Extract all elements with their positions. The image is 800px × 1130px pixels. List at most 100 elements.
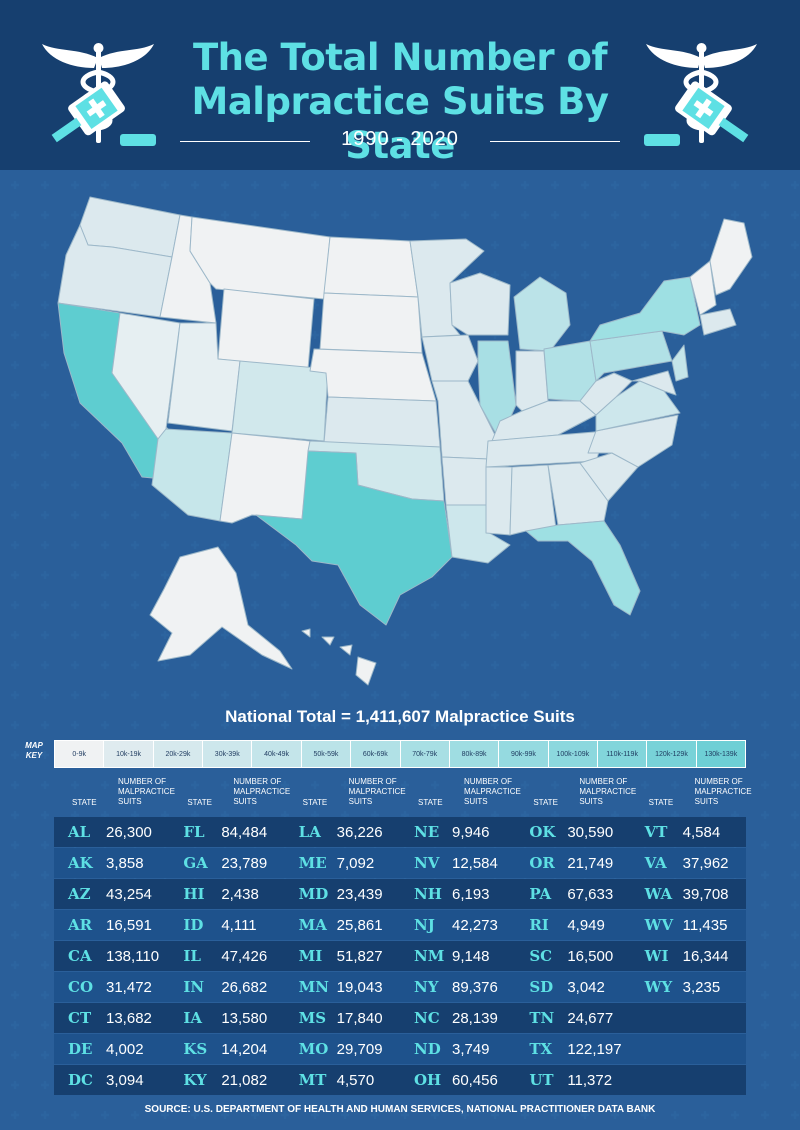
state-abbreviation: WA — [644, 885, 673, 903]
state-cell: ND 3,749 — [400, 1034, 515, 1064]
suit-count: 23,789 — [221, 855, 268, 872]
state-al — [509, 464, 557, 536]
state-abbreviation: CO — [68, 978, 94, 996]
table-row: AK 3,858 GA 23,789 ME 7,092 NV 12,584 OR 21,749 VA… — [54, 848, 746, 878]
suit-count: 24,677 — [567, 1010, 614, 1027]
state-cell: AR 16,591 — [54, 910, 169, 940]
suit-count: 16,500 — [567, 948, 614, 965]
suit-count: 3,094 — [106, 1072, 144, 1089]
table-row: AR 16,591 ID 4,111 MA 25,861 NJ 42,273 RI 4,949 WV… — [54, 910, 746, 940]
state-abbreviation: HI — [183, 885, 205, 903]
table-row: DE 4,002 KS 14,204 MO 29,709 ND 3,749 TX 122,197 — [54, 1034, 746, 1064]
state-abbreviation: AK — [68, 854, 93, 872]
state-cell: NJ 42,273 — [400, 910, 515, 940]
state-vt-nh — [689, 260, 717, 316]
state-cell: AZ 43,254 — [54, 879, 169, 909]
state-abbreviation: OH — [413, 1071, 442, 1089]
state-nm — [219, 432, 311, 524]
state-cell: CA 138,110 — [54, 941, 169, 971]
suit-count: 13,682 — [106, 1010, 152, 1027]
state-hi — [301, 628, 377, 686]
state-ga — [547, 462, 609, 526]
suit-count: 47,426 — [221, 948, 268, 965]
state-cell — [631, 1003, 746, 1033]
map-key-bin: 100k-109k — [548, 741, 598, 767]
state-abbreviation: AZ — [68, 885, 91, 903]
table-row: DC 3,094 KY 21,082 MT 4,570 OH 60,456 UT 11,372 — [54, 1065, 746, 1095]
state-cell: TX 122,197 — [515, 1034, 630, 1064]
state-abbreviation: UT — [529, 1071, 554, 1089]
map-key-bin: 60k-69k — [351, 741, 401, 767]
state-abbreviation: PA — [529, 885, 552, 903]
state-cell: WA 39,708 — [631, 879, 746, 909]
page-title-line2: Malpractice Suits By State — [191, 80, 609, 167]
suit-count: 11,435 — [682, 917, 728, 934]
count-header: NUMBER OF MALPRACTICE SUITS — [118, 777, 175, 806]
header-banner: The Total Number of Malpractice Suits By… — [0, 0, 800, 170]
state-fl — [525, 520, 641, 616]
suit-count: 2,438 — [221, 886, 259, 903]
year-range-label: 1990 - 2020 — [341, 128, 459, 150]
state-cell: AL 26,300 — [54, 817, 169, 847]
map-key-bin: 90k-99k — [499, 741, 549, 767]
state-abbreviation: IL — [183, 947, 201, 965]
state-abbreviation: AR — [68, 916, 93, 934]
state-ak — [149, 546, 293, 670]
state-header: STATE — [533, 798, 558, 807]
state-cell: IN 26,682 — [169, 972, 284, 1002]
national-total: National Total = 1,411,607 Malpractice S… — [225, 707, 575, 726]
state-abbreviation: IA — [183, 1009, 202, 1027]
map-key-bin: 30k-39k — [203, 741, 253, 767]
state-abbreviation: WI — [644, 947, 669, 965]
count-header: NUMBER OF MALPRACTICE SUITS — [463, 777, 521, 806]
suit-count: 9,148 — [451, 948, 490, 965]
state-cell: VT 4,584 — [631, 817, 746, 847]
suit-count: 11,372 — [567, 1072, 613, 1089]
suit-count: 39,708 — [682, 886, 729, 903]
state-cell: MN 19,043 — [285, 972, 400, 1002]
state-cell: WV 11,435 — [631, 910, 746, 940]
state-abbreviation: MT — [298, 1071, 327, 1089]
state-abbreviation: CA — [68, 947, 92, 965]
suit-count: 23,439 — [336, 886, 383, 903]
suit-count: 3,235 — [682, 979, 721, 996]
state-abbreviation: ND — [413, 1040, 441, 1058]
state-cell: LA 36,226 — [285, 817, 400, 847]
state-table: AL 26,300 FL 84,484 LA 36,226 NE 9,946 OK 30,590 V… — [54, 817, 746, 1096]
state-cell: TN 24,677 — [515, 1003, 630, 1033]
map-key-bin: 130k-139k — [696, 741, 746, 767]
suit-count: 122,197 — [567, 1041, 622, 1058]
map-key-bin: 80k-89k — [449, 741, 500, 767]
suit-count: 19,043 — [336, 979, 383, 996]
state-cell: WI 16,344 — [631, 941, 746, 971]
state-cell: MT 4,570 — [285, 1065, 400, 1095]
map-key-bin: 40k-49k — [252, 741, 302, 767]
state-cell — [631, 1034, 746, 1064]
suit-count: 4,111 — [221, 917, 257, 934]
state-cell: PA 67,633 — [515, 879, 630, 909]
count-header: NUMBER OF MALPRACTICE SUITS — [348, 777, 406, 806]
state-cell: SD 3,042 — [515, 972, 630, 1002]
state-cell: OR 21,749 — [515, 848, 630, 878]
suit-count: 13,580 — [221, 1010, 268, 1027]
state-abbreviation: NH — [413, 885, 442, 903]
state-cell: AK 3,858 — [54, 848, 169, 878]
state-cell: UT 11,372 — [515, 1065, 630, 1095]
state-abbreviation: NJ — [413, 916, 435, 934]
state-cell: MO 29,709 — [285, 1034, 400, 1064]
state-abbreviation: DC — [68, 1071, 93, 1089]
state-abbreviation: VT — [644, 823, 668, 841]
caduceus-gavel-icon-left — [42, 43, 156, 146]
state-abbreviation: NV — [413, 854, 440, 872]
state-cell: DC 3,094 — [54, 1065, 169, 1095]
state-ne — [309, 348, 437, 402]
state-cell: KY 21,082 — [169, 1065, 284, 1095]
suit-count: 3,858 — [106, 855, 144, 872]
suit-count: 3,042 — [567, 979, 605, 996]
state-md — [631, 370, 677, 396]
state-abbreviation: CT — [68, 1009, 92, 1027]
state-abbreviation: KS — [183, 1040, 208, 1058]
suit-count: 42,273 — [451, 917, 498, 934]
state-cell — [631, 1065, 746, 1095]
suit-count: 12,584 — [451, 855, 498, 872]
